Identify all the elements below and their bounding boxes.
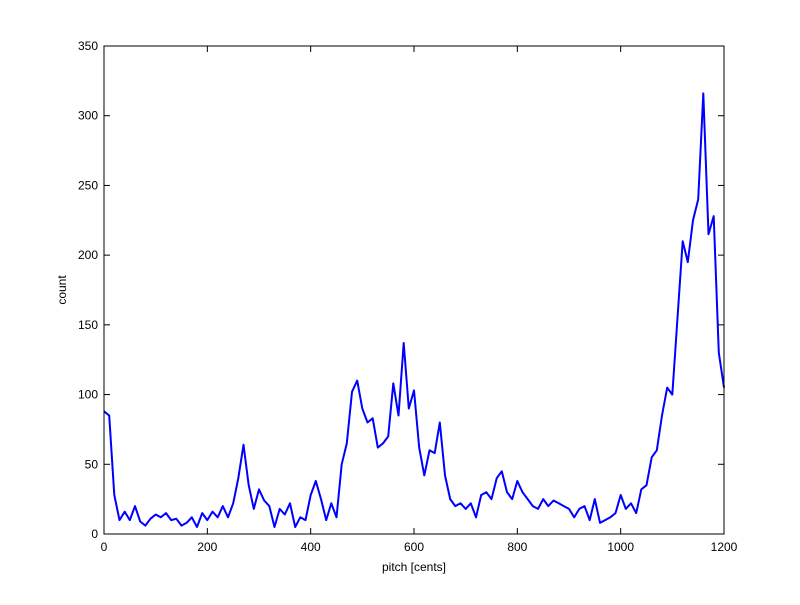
chart-marks — [103, 92, 725, 528]
y-tick-label: 300 — [78, 109, 98, 123]
y-tick-label: 350 — [78, 39, 98, 53]
x-tick-label: 600 — [404, 540, 424, 554]
x-tick-label: 800 — [507, 540, 527, 554]
y-tick-label: 150 — [78, 318, 98, 332]
x-tick-label: 1200 — [711, 540, 738, 554]
y-tick-label: 100 — [78, 388, 98, 402]
series-line-1 — [103, 92, 725, 528]
x-tick-label: 400 — [301, 540, 321, 554]
y-axis-label: count — [55, 275, 69, 305]
y-tick-label: 50 — [85, 457, 99, 471]
y-tick-label: 200 — [78, 248, 98, 262]
y-tick-label: 0 — [91, 527, 98, 541]
y-tick-label: 250 — [78, 178, 98, 192]
x-tick-label: 0 — [101, 540, 108, 554]
x-tick-label: 200 — [197, 540, 217, 554]
plot-frame — [103, 45, 725, 535]
chart-axes: 0 200 400 600 800 1000 1200 0 50 100 150 200 250 300 3… — [78, 39, 738, 554]
x-tick-label: 1000 — [607, 540, 634, 554]
x-axis-label: pitch [cents] — [382, 560, 446, 574]
